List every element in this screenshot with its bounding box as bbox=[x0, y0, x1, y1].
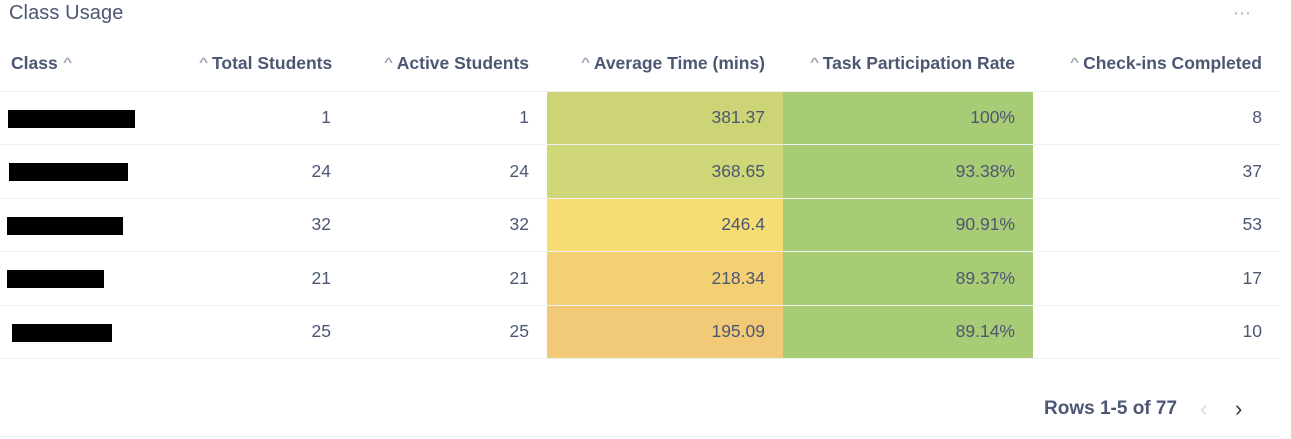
column-label: Task Participation Rate bbox=[822, 52, 1015, 73]
more-options-icon[interactable]: ⋯ bbox=[1233, 3, 1252, 23]
participation-rate-cell: 90.91% bbox=[783, 198, 1033, 252]
column-header-average-time[interactable]: ^ Average Time (mins) bbox=[547, 36, 783, 92]
active-students-cell: 24 bbox=[349, 144, 547, 199]
column-label: Total Students bbox=[212, 52, 333, 73]
class-name-cell[interactable] bbox=[0, 198, 200, 252]
active-students-cell: 25 bbox=[349, 305, 547, 359]
total-students-cell: 32 bbox=[200, 198, 349, 252]
redacted-class-name bbox=[9, 163, 128, 182]
column-label: Class bbox=[11, 52, 58, 73]
redacted-class-name bbox=[12, 323, 112, 342]
active-students-cell: 21 bbox=[349, 251, 547, 306]
active-students-cell: 32 bbox=[349, 198, 547, 252]
redacted-class-name bbox=[8, 109, 135, 128]
check-ins-cell: 53 bbox=[1033, 198, 1280, 252]
card-title: Class Usage bbox=[9, 2, 124, 24]
column-header-total-students[interactable]: ^ Total Students bbox=[198, 36, 349, 92]
class-name-cell[interactable] bbox=[0, 91, 200, 145]
column-header-check-ins-completed[interactable]: ^ Check-ins Completed bbox=[1033, 36, 1280, 92]
check-ins-cell: 37 bbox=[1033, 144, 1280, 199]
average-time-cell: 218.34 bbox=[547, 251, 783, 306]
total-students-cell: 1 bbox=[200, 91, 349, 145]
sort-ascending-icon[interactable]: ^ bbox=[809, 54, 819, 69]
table-row: 1 1 381.37 100% 8 bbox=[0, 91, 1280, 145]
average-time-cell: 381.37 bbox=[547, 91, 783, 145]
check-ins-cell: 8 bbox=[1033, 91, 1280, 145]
total-students-cell: 21 bbox=[200, 251, 349, 306]
pagination-label: Rows 1-5 of 77 bbox=[1044, 398, 1178, 419]
class-usage-table: Class ^ ^ Total Students ^ Active Students … bbox=[0, 36, 1280, 359]
sort-ascending-icon[interactable]: ^ bbox=[198, 54, 209, 69]
class-name-cell[interactable] bbox=[0, 251, 200, 306]
table-row: 32 32 246.4 90.91% 53 bbox=[0, 198, 1280, 252]
average-time-cell: 368.65 bbox=[547, 144, 783, 199]
table-row: 25 25 195.09 89.14% 10 bbox=[0, 305, 1280, 359]
sort-ascending-icon[interactable]: ^ bbox=[1069, 54, 1080, 69]
total-students-cell: 24 bbox=[200, 144, 349, 199]
active-students-cell: 1 bbox=[349, 91, 547, 145]
participation-rate-cell: 89.37% bbox=[783, 251, 1033, 306]
sort-ascending-icon[interactable]: ^ bbox=[62, 54, 72, 69]
column-label: Average Time (mins) bbox=[593, 52, 765, 73]
check-ins-cell: 17 bbox=[1033, 251, 1280, 306]
sort-ascending-icon[interactable]: ^ bbox=[383, 54, 393, 69]
redacted-class-name bbox=[7, 270, 104, 289]
previous-page-icon[interactable]: ‹ bbox=[1200, 396, 1208, 421]
class-name-cell[interactable] bbox=[0, 144, 200, 199]
table-row: 21 21 218.34 89.37% 17 bbox=[0, 251, 1280, 306]
column-header-active-students[interactable]: ^ Active Students bbox=[349, 36, 547, 92]
next-page-icon[interactable]: › bbox=[1235, 396, 1243, 421]
sort-ascending-icon[interactable]: ^ bbox=[580, 54, 590, 69]
column-header-task-participation-rate[interactable]: ^ Task Participation Rate bbox=[783, 36, 1033, 92]
column-label: Check-ins Completed bbox=[1083, 52, 1262, 73]
participation-rate-cell: 89.14% bbox=[783, 305, 1033, 359]
participation-rate-cell: 100% bbox=[783, 91, 1033, 145]
class-name-cell[interactable] bbox=[0, 305, 200, 359]
redacted-class-name bbox=[7, 216, 123, 235]
participation-rate-cell: 93.38% bbox=[783, 144, 1033, 199]
check-ins-cell: 10 bbox=[1033, 305, 1280, 359]
column-header-class[interactable]: Class ^ bbox=[0, 36, 200, 92]
total-students-cell: 25 bbox=[200, 305, 349, 359]
table-header-row: Class ^ ^ Total Students ^ Active Students … bbox=[0, 36, 1280, 92]
average-time-cell: 246.4 bbox=[547, 198, 783, 252]
column-label: Active Students bbox=[396, 52, 529, 73]
average-time-cell: 195.09 bbox=[547, 305, 783, 359]
table-row: 24 24 368.65 93.38% 37 bbox=[0, 144, 1280, 199]
